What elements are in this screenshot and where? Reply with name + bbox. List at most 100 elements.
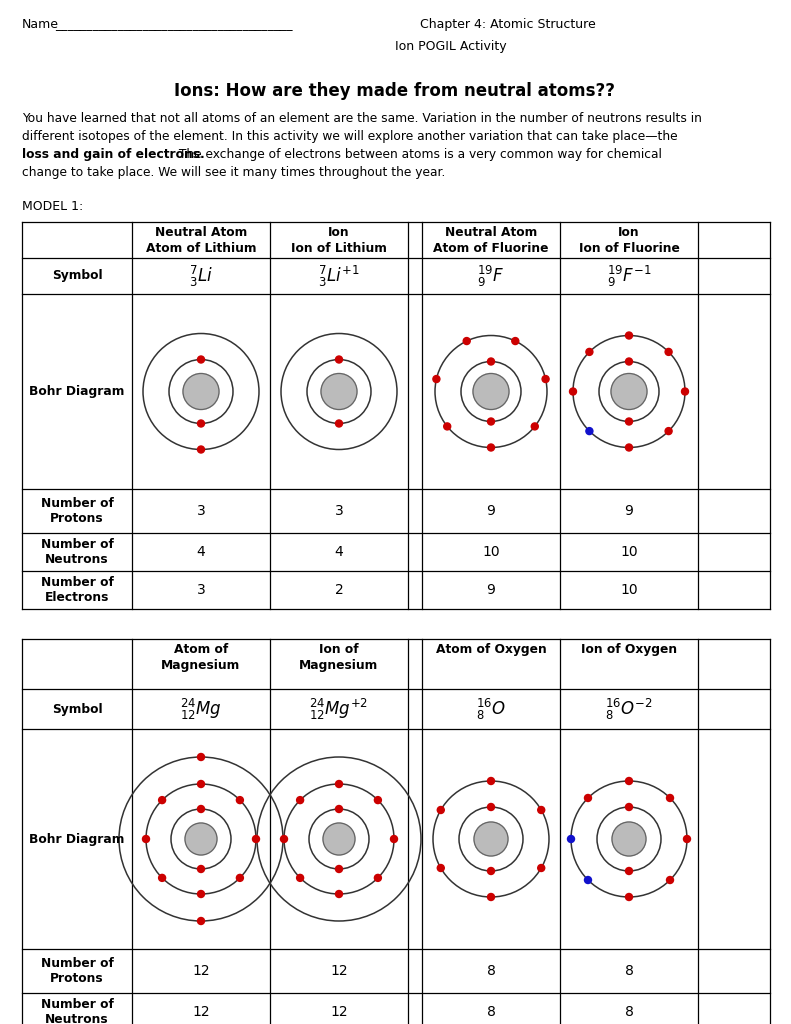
Circle shape <box>297 874 304 882</box>
Circle shape <box>585 795 592 802</box>
Circle shape <box>335 356 343 362</box>
Text: Ion of Lithium: Ion of Lithium <box>291 242 387 255</box>
Text: 9: 9 <box>625 504 634 518</box>
Text: 12: 12 <box>330 964 348 978</box>
Circle shape <box>335 806 343 812</box>
Circle shape <box>626 358 633 365</box>
Text: $\mathit{^{24}_{12}Mg}$: $\mathit{^{24}_{12}Mg}$ <box>180 696 221 722</box>
Circle shape <box>487 444 494 451</box>
Text: $\mathit{^{16}_{8}O^{-2}}$: $\mathit{^{16}_{8}O^{-2}}$ <box>605 696 653 722</box>
Text: ______________________________________: ______________________________________ <box>55 18 293 31</box>
Circle shape <box>487 804 494 811</box>
Text: 8: 8 <box>625 1005 634 1019</box>
Circle shape <box>159 797 165 804</box>
Text: Magnesium: Magnesium <box>299 659 379 672</box>
Text: Ion of: Ion of <box>320 643 359 656</box>
Circle shape <box>198 754 205 761</box>
Circle shape <box>538 864 545 871</box>
Circle shape <box>237 797 244 804</box>
Text: Magnesium: Magnesium <box>161 659 240 672</box>
Text: You have learned that not all atoms of an element are the same. Variation in the: You have learned that not all atoms of a… <box>22 112 702 125</box>
Circle shape <box>487 418 494 425</box>
Text: Atom of: Atom of <box>174 643 228 656</box>
Text: $\mathit{^{24}_{12}Mg^{+2}}$: $\mathit{^{24}_{12}Mg^{+2}}$ <box>309 696 369 722</box>
Circle shape <box>464 338 470 344</box>
Circle shape <box>487 358 494 365</box>
Circle shape <box>570 388 577 395</box>
Circle shape <box>586 348 593 355</box>
Text: Symbol: Symbol <box>51 702 102 716</box>
Circle shape <box>374 874 381 882</box>
Text: $\mathit{^{19}_{9}F}$: $\mathit{^{19}_{9}F}$ <box>478 263 505 289</box>
Text: Number of
Electrons: Number of Electrons <box>40 575 113 604</box>
Text: Number of
Protons: Number of Protons <box>40 497 113 525</box>
Text: 8: 8 <box>625 964 634 978</box>
Circle shape <box>252 836 259 843</box>
Circle shape <box>487 867 494 874</box>
Circle shape <box>335 420 343 427</box>
Circle shape <box>198 865 205 872</box>
Text: 10: 10 <box>620 583 638 597</box>
Text: $\mathit{^{7}_{3}Li}$: $\mathit{^{7}_{3}Li}$ <box>189 263 213 289</box>
Circle shape <box>374 797 381 804</box>
Circle shape <box>335 865 343 872</box>
Circle shape <box>586 428 593 434</box>
Text: Number of
Neutrons: Number of Neutrons <box>40 538 113 566</box>
Circle shape <box>665 348 672 355</box>
Circle shape <box>237 874 244 882</box>
Text: different isotopes of the element. In this activity we will explore another vari: different isotopes of the element. In th… <box>22 130 678 143</box>
Text: Ion: Ion <box>619 226 640 239</box>
Text: $\mathit{^{16}_{8}O}$: $\mathit{^{16}_{8}O}$ <box>476 696 506 722</box>
Circle shape <box>335 780 343 787</box>
Circle shape <box>626 332 633 339</box>
Text: Number of
Protons: Number of Protons <box>40 957 113 985</box>
Text: 10: 10 <box>483 545 500 559</box>
Circle shape <box>198 446 205 453</box>
Text: 9: 9 <box>486 583 495 597</box>
Text: Chapter 4: Atomic Structure: Chapter 4: Atomic Structure <box>420 18 596 31</box>
Text: 4: 4 <box>197 545 206 559</box>
Text: Ion POGIL Activity: Ion POGIL Activity <box>395 40 506 53</box>
Circle shape <box>487 894 494 900</box>
Circle shape <box>159 874 165 882</box>
Text: Atom of Lithium: Atom of Lithium <box>146 242 256 255</box>
Circle shape <box>185 823 217 855</box>
Circle shape <box>323 823 355 855</box>
Circle shape <box>626 444 633 451</box>
Circle shape <box>198 420 205 427</box>
Text: 2: 2 <box>335 583 343 597</box>
Text: Ions: How are they made from neutral atoms??: Ions: How are they made from neutral ato… <box>175 82 615 100</box>
Circle shape <box>611 374 647 410</box>
Circle shape <box>667 877 673 884</box>
Circle shape <box>142 836 149 843</box>
Text: 12: 12 <box>192 964 210 978</box>
Text: 3: 3 <box>197 583 206 597</box>
Text: $\mathit{^{7}_{3}Li^{+1}}$: $\mathit{^{7}_{3}Li^{+1}}$ <box>318 263 360 289</box>
Circle shape <box>538 807 545 813</box>
Circle shape <box>437 864 445 871</box>
Text: 8: 8 <box>486 964 495 978</box>
Circle shape <box>391 836 398 843</box>
Circle shape <box>532 423 539 430</box>
Circle shape <box>297 797 304 804</box>
Text: 12: 12 <box>330 1005 348 1019</box>
Circle shape <box>473 374 509 410</box>
Circle shape <box>626 777 633 784</box>
Text: change to take place. We will see it many times throughout the year.: change to take place. We will see it man… <box>22 166 445 179</box>
Text: Name: Name <box>22 18 59 31</box>
Text: $\mathit{^{19}_{9}F^{-1}}$: $\mathit{^{19}_{9}F^{-1}}$ <box>607 263 651 289</box>
Circle shape <box>567 836 574 843</box>
Circle shape <box>626 867 633 874</box>
Circle shape <box>437 807 445 813</box>
Text: Bohr Diagram: Bohr Diagram <box>29 833 125 846</box>
Circle shape <box>198 918 205 925</box>
Text: 3: 3 <box>197 504 206 518</box>
Text: Number of
Neutrons: Number of Neutrons <box>40 998 113 1024</box>
Text: loss and gain of electrons.: loss and gain of electrons. <box>22 148 205 161</box>
Text: MODEL 1:: MODEL 1: <box>22 200 83 213</box>
Circle shape <box>335 891 343 897</box>
Text: Symbol: Symbol <box>51 269 102 283</box>
Text: 12: 12 <box>192 1005 210 1019</box>
Circle shape <box>444 423 451 430</box>
Circle shape <box>281 836 287 843</box>
